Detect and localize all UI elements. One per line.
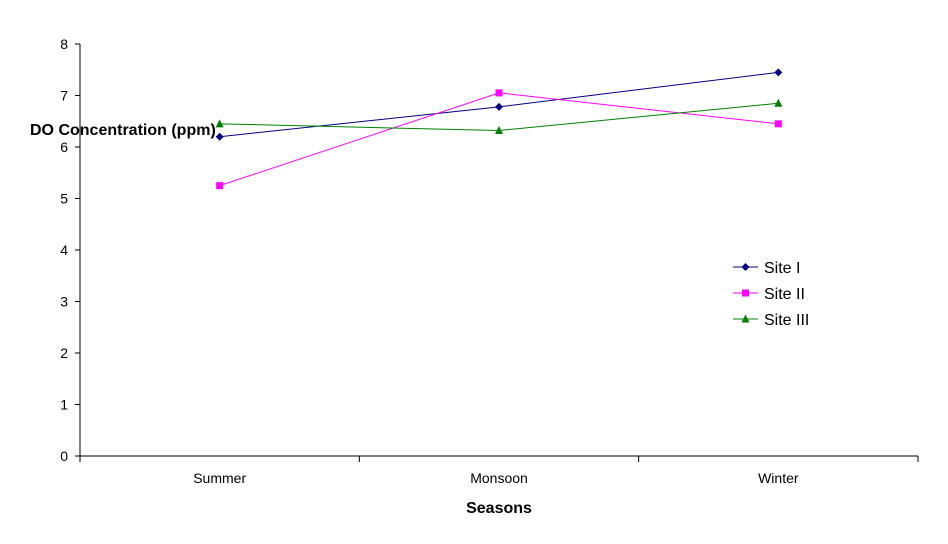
data-point-marker <box>774 98 783 107</box>
y-tick-label: 8 <box>60 36 68 52</box>
x-tick-label: Winter <box>758 470 799 486</box>
data-point-marker <box>495 126 503 135</box>
legend-marker <box>741 263 750 271</box>
data-point-marker <box>774 120 782 128</box>
x-tick-label: Monsoon <box>470 470 528 486</box>
y-axis-title: DO Concentration (ppm) <box>30 122 216 139</box>
y-tick-label: 1 <box>60 397 68 413</box>
x-ticks: Summer Monsoon Winter <box>79 456 919 486</box>
data-point-marker <box>215 132 224 141</box>
y-tick-label: 0 <box>60 448 68 464</box>
legend-marker <box>742 289 749 297</box>
legend-label: Site II <box>764 286 805 303</box>
legend-marker <box>741 314 750 323</box>
legend-label: Site I <box>764 260 800 277</box>
data-point-marker <box>774 68 783 77</box>
x-axis-title: Seasons <box>466 500 532 517</box>
series-markers <box>215 68 783 190</box>
data-point-marker <box>495 89 503 97</box>
y-tick-label: 4 <box>60 242 68 258</box>
data-point-marker <box>495 102 503 111</box>
y-tick-label: 7 <box>60 88 68 104</box>
x-tick-label: Summer <box>193 470 246 486</box>
y-tick-label: 5 <box>60 191 68 207</box>
legend-label: Site III <box>764 312 809 329</box>
data-point-marker <box>215 119 224 128</box>
y-tick-label: 3 <box>60 294 68 310</box>
data-point-marker <box>216 182 224 190</box>
y-ticks: 0 1 2 3 4 5 6 7 8 <box>60 36 80 464</box>
y-tick-label: 2 <box>60 345 68 361</box>
legend: Site I Site II Site III <box>733 260 809 329</box>
y-tick-label: 6 <box>60 139 68 155</box>
